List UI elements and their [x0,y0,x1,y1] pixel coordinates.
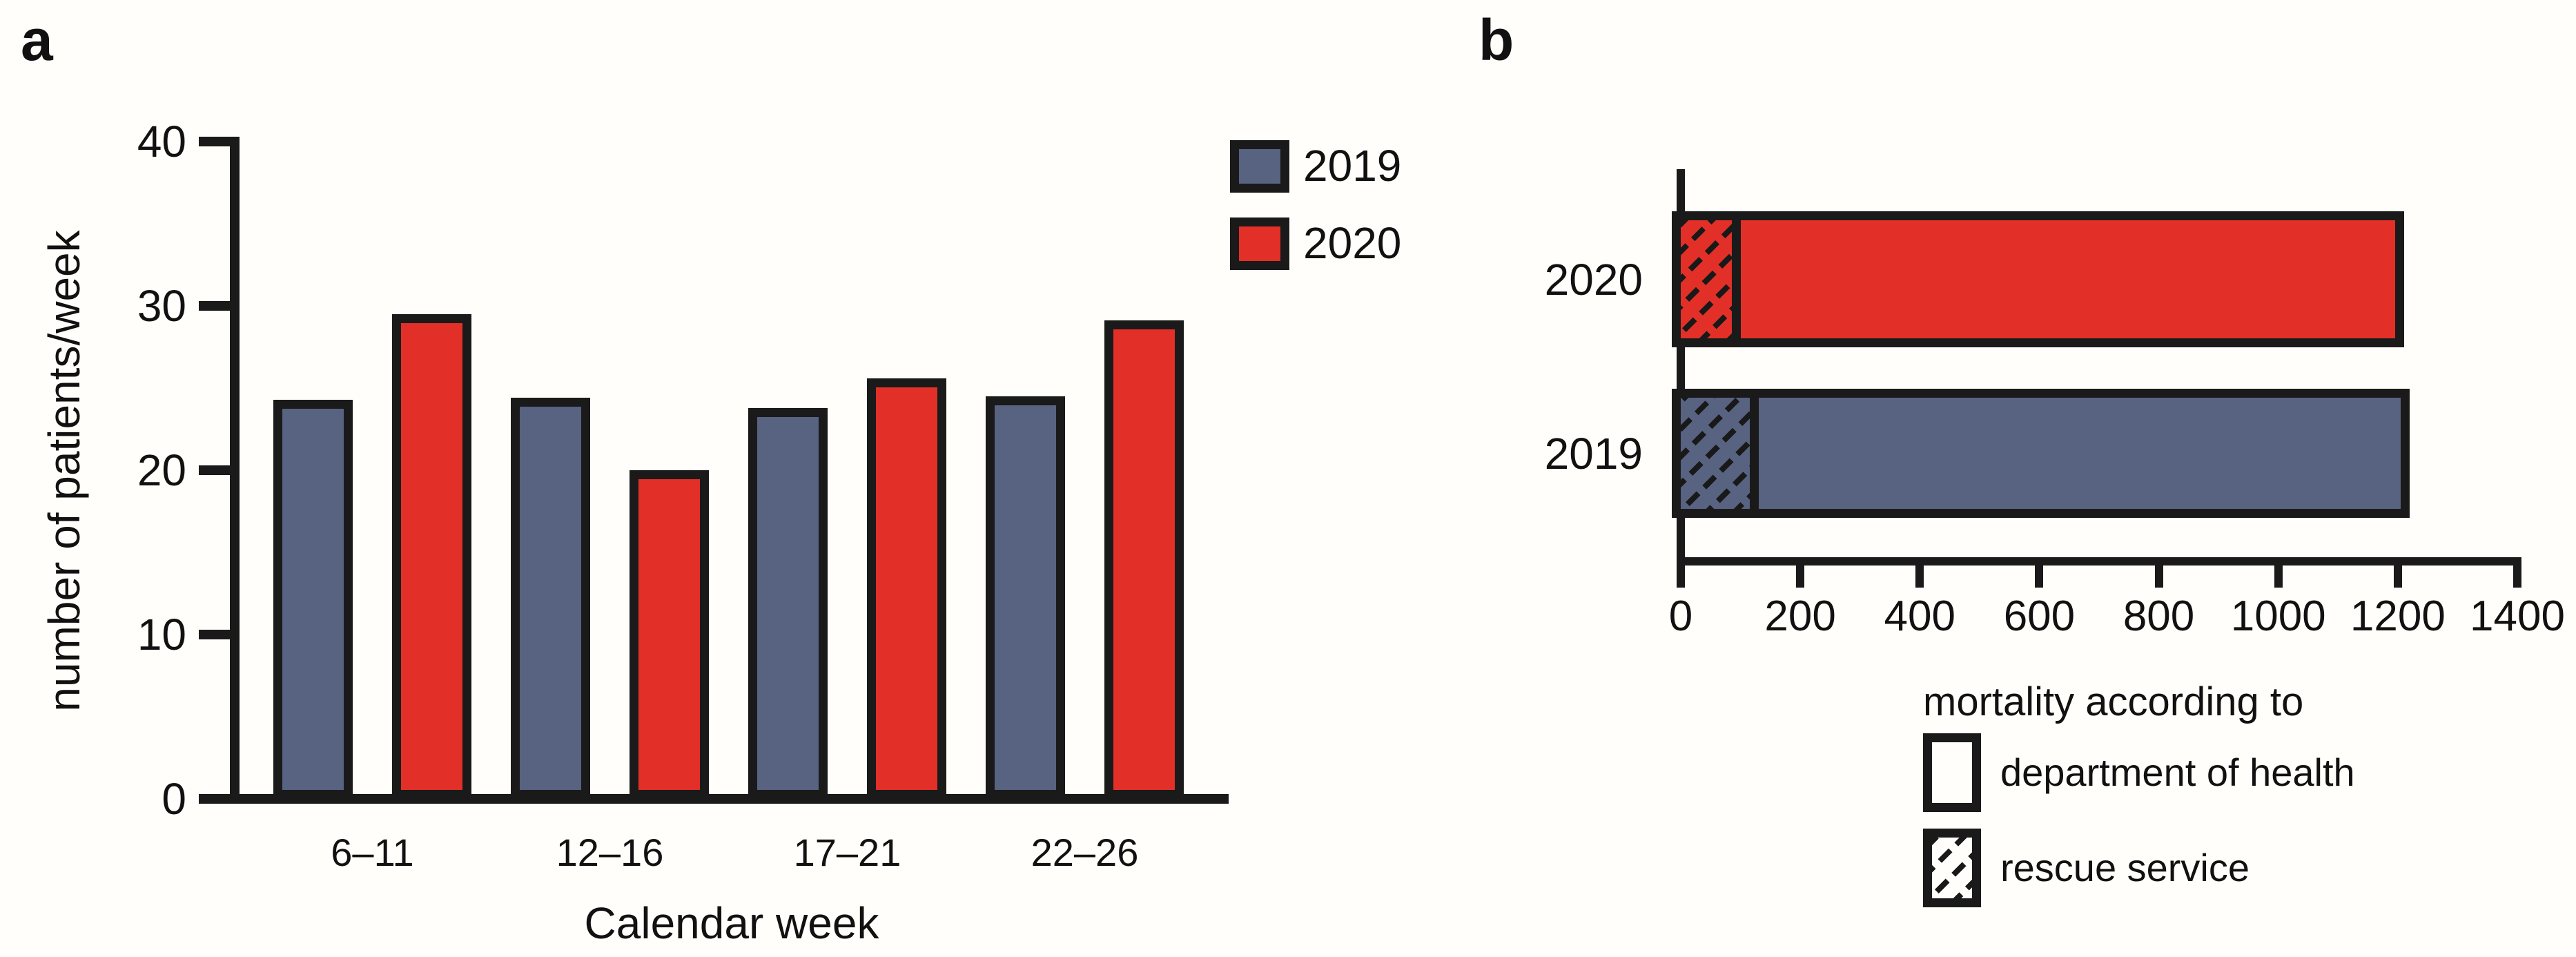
x-tick-b [1677,561,1685,588]
y-tick [199,137,235,146]
row-label-2019: 2019 [1544,428,1643,478]
x-tick-label-b: 1400 [2470,592,2565,640]
legend-b-swatch-solid [1923,733,1981,812]
x-tick-b [2393,561,2402,588]
bar-b-2020 [1672,211,2404,347]
x-tick-label-b: 200 [1764,592,1836,640]
panel-b-label: b [1479,8,1514,72]
hatch-b-2020 [1681,220,1741,338]
x-tick-b [2035,561,2044,588]
x-tick-b [2274,561,2283,588]
legend-b-title: mortality according to [1923,679,2304,724]
legend-b-swatch-hatched [1923,829,1981,907]
hatch-b-2019 [1681,398,1759,509]
category-label: 12–16 [556,831,664,874]
bar-a-2019-1 [273,400,353,799]
x-axis-b [1677,557,2521,566]
category-label: 22–26 [1031,831,1139,874]
bar-b-2019 [1672,389,2410,518]
x-tick-b [1915,561,1924,588]
x-tick-b [1796,561,1805,588]
x-axis-title-a: Calendar week [584,898,879,948]
plot-area-a [235,142,1229,799]
category-label: 6–11 [331,831,414,874]
legend-a-swatch-2019 [1230,140,1289,193]
y-tick-label: 20 [137,445,186,495]
x-tick-label-b: 1000 [2230,592,2326,640]
y-tick [199,794,235,804]
bar-a-2020-3 [867,378,946,799]
panel-a-label: a [21,8,53,72]
category-label: 17–21 [793,831,901,874]
y-tick [199,630,235,639]
x-tick-label-b: 0 [1668,592,1693,640]
legend-a-label-2019: 2019 [1303,141,1402,191]
x-tick-b [2154,561,2163,588]
bar-a-2020-4 [1104,320,1184,799]
x-tick-label-b: 600 [2003,592,2076,640]
legend-b-label-1: department of health [2000,751,2355,794]
x-tick-label-b: 400 [1884,592,1955,640]
bar-a-2019-4 [986,396,1065,799]
y-tick [199,301,235,311]
legend-b-label-2: rescue service [2000,846,2250,889]
y-tick-label: 40 [137,117,186,166]
x-tick-label-b: 800 [2123,592,2195,640]
bar-a-2020-1 [392,314,471,799]
bar-a-2019-3 [748,408,828,799]
bar-a-2019-2 [511,398,590,799]
x-tick-label-b: 1200 [2350,592,2446,640]
bar-a-2020-2 [630,470,709,799]
y-tick-label: 10 [137,610,186,659]
y-tick-label: 30 [137,281,186,331]
row-label-2020: 2020 [1544,254,1643,304]
x-tick-b [2513,561,2521,588]
y-tick [199,465,235,475]
y-tick-label: 0 [162,774,186,824]
legend-a-label-2020: 2020 [1303,218,1402,268]
legend-a-swatch-2020 [1230,218,1289,270]
